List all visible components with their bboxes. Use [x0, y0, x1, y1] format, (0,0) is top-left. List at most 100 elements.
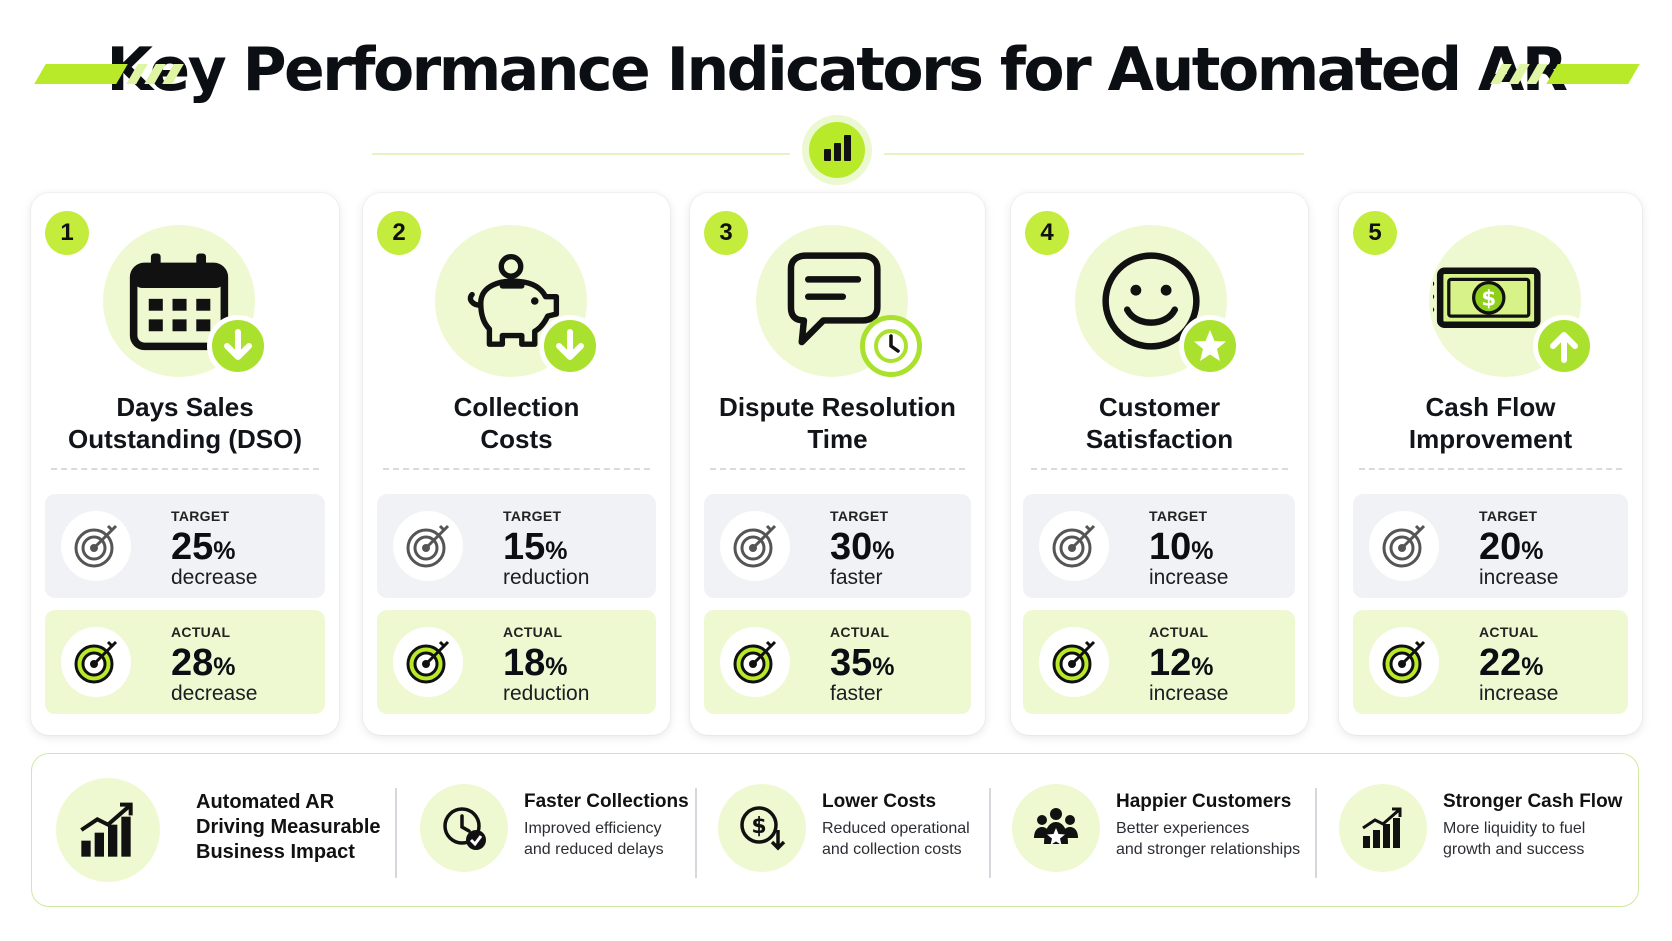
card-number: 3 — [704, 211, 748, 255]
arrow-up-icon — [1533, 315, 1595, 377]
kpi-card-cash-flow: 5 $ Cash Flow Improvement TARGET 20% incr… — [1339, 193, 1642, 735]
impact-title: Lower Costs — [822, 791, 937, 812]
impact-faster-collections: Faster Collections Improved efficiency an… — [420, 784, 690, 880]
impact-desc: Reduced operational and collection costs — [822, 820, 970, 858]
actual-box: ACTUAL 12% increase — [1023, 610, 1295, 714]
target-icon — [1369, 511, 1439, 581]
actual-value: 35% — [830, 642, 895, 684]
card-hero: $ — [1429, 225, 1595, 377]
target-value: 25% — [171, 526, 236, 568]
target-label: TARGET — [830, 508, 889, 524]
clock-check-icon — [420, 784, 508, 872]
card-title: Dispute Resolution Time — [719, 392, 956, 454]
target-value: 20% — [1479, 526, 1544, 568]
kpi-card-collection-costs: 2 Collection Costs TARGET 15% reduction A… — [363, 193, 670, 735]
actual-value: 18% — [503, 642, 568, 684]
kpi-card-dso: 1 Days Sales Outstanding (DSO) TARGET 25%… — [31, 193, 339, 735]
impact-desc: Improved efficiency and reduced delays — [524, 820, 664, 858]
separator — [695, 788, 697, 878]
actual-box: ACTUAL 18% reduction — [377, 610, 656, 714]
actual-value: 12% — [1149, 642, 1214, 684]
card-divider — [1031, 468, 1288, 470]
actual-label: ACTUAL — [503, 624, 563, 640]
separator — [1315, 788, 1317, 878]
card-hero — [1075, 225, 1241, 377]
card-number: 1 — [45, 211, 89, 255]
card-number: 4 — [1025, 211, 1069, 255]
card-number: 5 — [1353, 211, 1397, 255]
actual-value: 22% — [1479, 642, 1544, 684]
target-label: TARGET — [503, 508, 562, 524]
impact-lower-costs: $ Lower Costs Reduced operational and col… — [718, 784, 970, 880]
card-title: Collection Costs — [453, 392, 580, 454]
target-label: TARGET — [171, 508, 230, 524]
card-hero — [756, 225, 922, 377]
actual-label: ACTUAL — [1479, 624, 1539, 640]
actual-desc: increase — [1149, 682, 1229, 705]
impact-desc: More liquidity to fuel growth and success — [1443, 820, 1586, 858]
card-divider — [51, 468, 319, 470]
dollar-down-icon: $ — [718, 784, 806, 872]
target-desc: reduction — [503, 566, 590, 589]
divider-left — [372, 153, 790, 155]
target-icon — [720, 627, 790, 697]
bar-chart-icon — [809, 122, 865, 178]
star-icon — [1179, 315, 1241, 377]
smiley-face-icon — [1102, 252, 1200, 350]
card-hero — [103, 225, 269, 377]
actual-value: 28% — [171, 642, 236, 684]
card-divider — [1359, 468, 1622, 470]
impact-title: Stronger Cash Flow — [1443, 791, 1623, 812]
card-number: 2 — [377, 211, 421, 255]
impact-stronger-cash-flow: Stronger Cash Flow More liquidity to fue… — [1339, 784, 1629, 880]
target-box: TARGET 20% increase — [1353, 494, 1628, 598]
card-divider — [710, 468, 965, 470]
target-box: TARGET 15% reduction — [377, 494, 656, 598]
target-desc: decrease — [171, 566, 258, 589]
svg-text:$: $ — [751, 814, 766, 839]
impact-summary-bar: Automated AR Driving Measurable Business… — [31, 753, 1639, 907]
card-title: Days Sales Outstanding (DSO) — [68, 392, 302, 454]
impact-lead-line3: Business Impact — [196, 841, 355, 863]
people-star-icon — [1012, 784, 1100, 872]
card-title: Cash Flow Improvement — [1408, 392, 1573, 454]
actual-desc: reduction — [503, 682, 590, 705]
actual-box: ACTUAL 22% increase — [1353, 610, 1628, 714]
target-box: TARGET 30% faster — [704, 494, 971, 598]
target-desc: increase — [1479, 566, 1559, 589]
calendar-icon — [129, 253, 229, 351]
actual-label: ACTUAL — [830, 624, 890, 640]
impact-lead-line1: Automated AR — [196, 791, 335, 813]
actual-box: ACTUAL 28% decrease — [45, 610, 325, 714]
target-icon — [720, 511, 790, 581]
actual-box: ACTUAL 35% faster — [704, 610, 971, 714]
impact-title: Faster Collections — [524, 791, 689, 812]
actual-desc: faster — [830, 682, 883, 705]
target-value: 15% — [503, 526, 568, 568]
growth-chart-icon — [1339, 784, 1427, 872]
impact-desc: Better experiences and stronger relations… — [1116, 820, 1301, 858]
target-icon — [61, 627, 131, 697]
target-icon — [393, 627, 463, 697]
target-icon — [61, 511, 131, 581]
target-icon — [1039, 511, 1109, 581]
impact-lead: Automated AR Driving Measurable Business… — [56, 778, 381, 882]
target-value: 30% — [830, 526, 895, 568]
piggy-bank-icon — [467, 254, 560, 347]
actual-label: ACTUAL — [171, 624, 231, 640]
arrow-down-icon — [207, 315, 269, 377]
impact-lead-line2: Driving Measurable — [196, 816, 381, 838]
target-label: TARGET — [1149, 508, 1208, 524]
target-desc: faster — [830, 566, 883, 589]
kpi-card-dispute-resolution: 3 Dispute Resolution Time TARGET 30% fast… — [690, 193, 985, 735]
right-stripes — [1482, 64, 1672, 84]
growth-chart-icon — [56, 778, 160, 882]
card-divider — [383, 468, 650, 470]
impact-title: Happier Customers — [1116, 791, 1292, 812]
card-hero — [435, 225, 601, 377]
divider-right — [884, 153, 1304, 155]
clock-icon — [860, 315, 922, 377]
left-stripes — [0, 64, 190, 84]
separator — [395, 788, 397, 878]
actual-desc: increase — [1479, 682, 1559, 705]
